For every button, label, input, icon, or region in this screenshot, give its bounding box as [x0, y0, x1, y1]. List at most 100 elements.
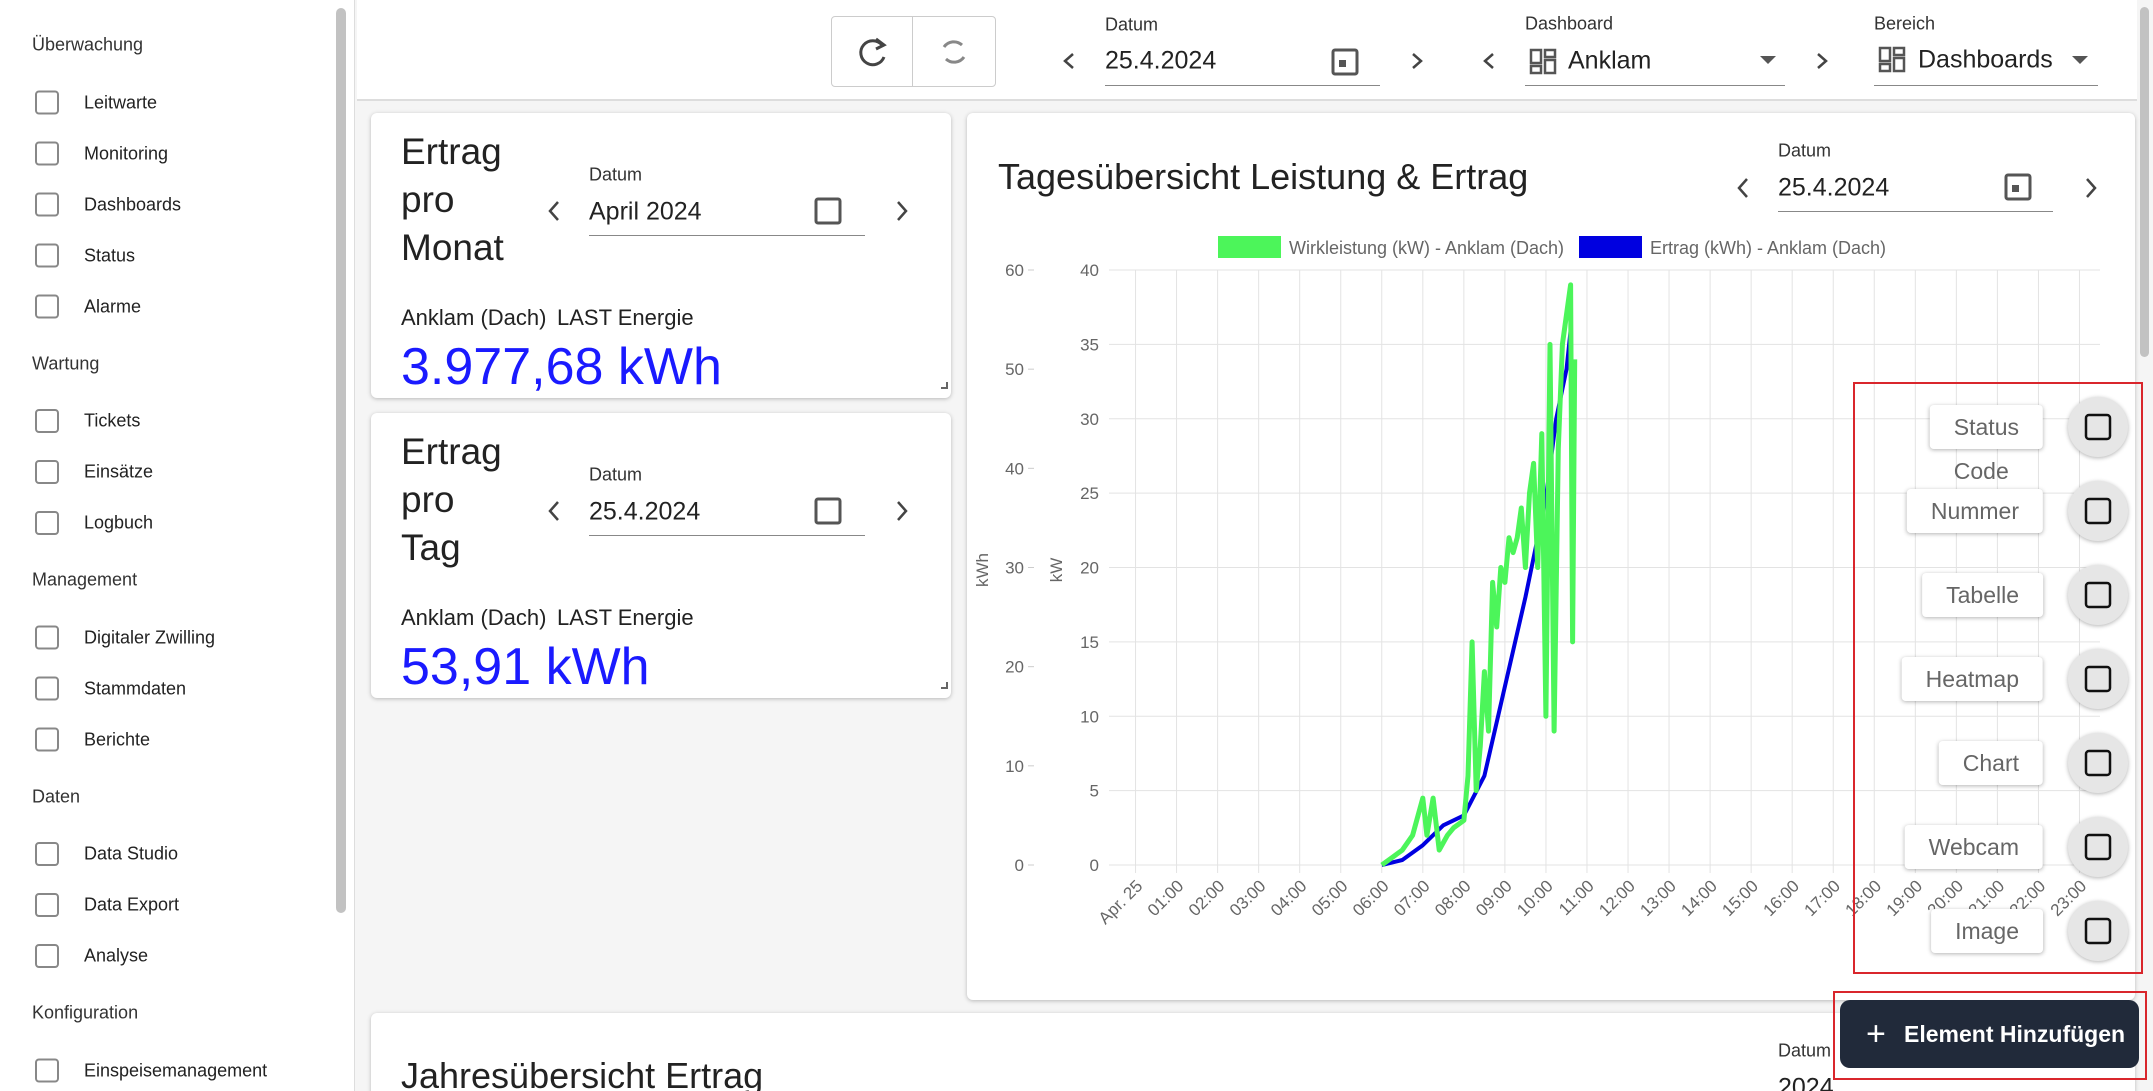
widget-button[interactable] — [2068, 481, 2128, 541]
widget-label[interactable]: Tabelle — [1922, 573, 2043, 617]
nav-item[interactable]: Dashboards — [84, 194, 182, 214]
section-header: Wartung — [32, 353, 100, 373]
area-value[interactable]: Dashboards — [1918, 45, 2053, 74]
nav-item[interactable]: Digitaler Zwilling — [84, 627, 216, 647]
y-tick-label: 40 — [1005, 459, 1024, 478]
nav-item[interactable]: Berichte — [84, 729, 151, 749]
date-value[interactable]: 25.4.2024 — [1778, 173, 1890, 202]
y-tick-label: 10 — [1005, 757, 1024, 776]
arrows — [548, 201, 908, 221]
calendar — [814, 497, 842, 525]
card-title: Ertrag — [401, 131, 502, 172]
refresh-icons[interactable] — [832, 17, 995, 86]
nav-item[interactable]: Analyse — [84, 945, 149, 966]
card-icons — [548, 497, 948, 689]
x-tick-label: 12:00 — [1595, 876, 1639, 920]
date-value[interactable]: April 2024 — [589, 197, 702, 226]
y-tick-label: 60 — [1005, 261, 1024, 280]
y-tick-label: 50 — [1005, 360, 1024, 379]
nav-icon — [35, 294, 59, 319]
date-value[interactable]: 25.4.2024 — [589, 497, 701, 526]
widget-label[interactable]: Status Code — [1929, 405, 2043, 484]
nav-item[interactable]: Status — [84, 245, 136, 265]
legend-swatch — [1579, 236, 1642, 258]
legend-label: Wirkleistung (kW) - Anklam (Dach) — [1289, 238, 1564, 258]
underline — [589, 535, 865, 536]
x-tick-label: 01:00 — [1144, 876, 1188, 920]
y2-tick-label: 5 — [1090, 782, 1099, 801]
nav-item[interactable]: Tickets — [84, 410, 141, 431]
x-tick-label: 02:00 — [1185, 876, 1229, 920]
nav-icon — [35, 944, 59, 968]
widget-button[interactable] — [2068, 817, 2128, 877]
nav-icon — [35, 893, 59, 917]
legend-swatch — [1218, 236, 1281, 258]
resize — [941, 682, 948, 689]
y2-axis-title: kW — [1047, 558, 1066, 583]
section-header: Management — [32, 569, 138, 590]
kpi-value: 53,91 kWh — [401, 638, 650, 696]
scrollbar — [2140, 7, 2149, 357]
nav-item[interactable]: Einspeisemanagement — [84, 1060, 268, 1080]
legend-label: Ertrag (kWh) - Anklam (Dach) — [1650, 238, 1886, 258]
source: Anklam (Dach) — [401, 605, 547, 630]
kpi-card — [371, 113, 951, 398]
widget-label[interactable]: Nummer — [1906, 489, 2043, 533]
widget-label[interactable]: Webcam — [1904, 825, 2043, 869]
card-title: Monat — [401, 227, 504, 268]
nav-item[interactable]: Leitwarte — [84, 92, 158, 112]
highlight-box — [1833, 991, 2147, 1080]
chart-title: Tagesübersicht Leistung & Ertrag — [998, 156, 1529, 197]
date-value[interactable]: 25.4.2024 — [1105, 46, 1217, 75]
x-tick-label: 06:00 — [1349, 876, 1393, 920]
underline — [589, 235, 865, 236]
x-tick-label: 15:00 — [1718, 876, 1762, 920]
widget-label[interactable]: Image — [1931, 909, 2043, 953]
nav-item[interactable]: Einsätze — [84, 461, 154, 482]
widget-button[interactable] — [2068, 901, 2128, 961]
widget-button[interactable] — [2068, 733, 2128, 793]
nav-icon — [35, 243, 59, 268]
card-title: Ertrag — [401, 431, 502, 472]
card-title: Tag — [401, 527, 461, 568]
metric: LAST Energie — [557, 605, 694, 630]
date-value[interactable]: 2024 — [1778, 1073, 1834, 1091]
nav-icon — [35, 141, 59, 166]
y2-tick-label: 0 — [1090, 856, 1099, 875]
resize — [941, 382, 948, 389]
nav-item[interactable]: Stammdaten — [84, 678, 187, 698]
area-label: Bereich — [1874, 13, 1936, 34]
x-tick-label: 09:00 — [1472, 876, 1516, 920]
sidebar — [0, 0, 355, 1091]
widget-label[interactable]: Heatmap — [1901, 657, 2043, 701]
nav-item[interactable]: Monitoring — [84, 143, 169, 163]
x-tick-label: 10:00 — [1513, 876, 1557, 920]
x-tick-label: 11:00 — [1555, 876, 1598, 919]
widget-button[interactable] — [2068, 565, 2128, 625]
date-label: Datum — [589, 464, 643, 485]
nav-item[interactable]: Data Studio — [84, 843, 179, 864]
date-label: Datum — [1105, 14, 1159, 35]
section-header: Daten — [32, 786, 81, 806]
y2-tick-label: 20 — [1080, 559, 1099, 578]
x-tick-label: 03:00 — [1226, 876, 1270, 920]
y-tick-label: 0 — [1015, 856, 1024, 875]
widget-label[interactable]: Chart — [1938, 741, 2043, 785]
widget-button[interactable] — [2068, 649, 2128, 709]
nav-icon — [35, 727, 59, 752]
nav-icon — [35, 90, 59, 115]
underline — [1778, 211, 2053, 212]
button-label: Element Hinzufügen — [1904, 1021, 2126, 1047]
add-element-button[interactable]: + Element Hinzufügen — [1840, 1000, 2139, 1068]
dashboard-value[interactable]: Anklam — [1568, 46, 1652, 75]
nav-item[interactable]: Logbuch — [84, 512, 154, 533]
bottom-title: Jahresübersicht Ertrag — [401, 1055, 764, 1091]
y-axis-title: kWh — [973, 553, 992, 587]
nav-item[interactable]: Alarme — [84, 296, 142, 316]
underline — [1105, 85, 1380, 86]
widget-button[interactable] — [2068, 397, 2128, 457]
nav-item[interactable]: Data Export — [84, 894, 180, 915]
y2-tick-label: 40 — [1080, 261, 1099, 280]
y2-tick-label: 10 — [1080, 707, 1099, 726]
nav-icon — [35, 842, 59, 866]
